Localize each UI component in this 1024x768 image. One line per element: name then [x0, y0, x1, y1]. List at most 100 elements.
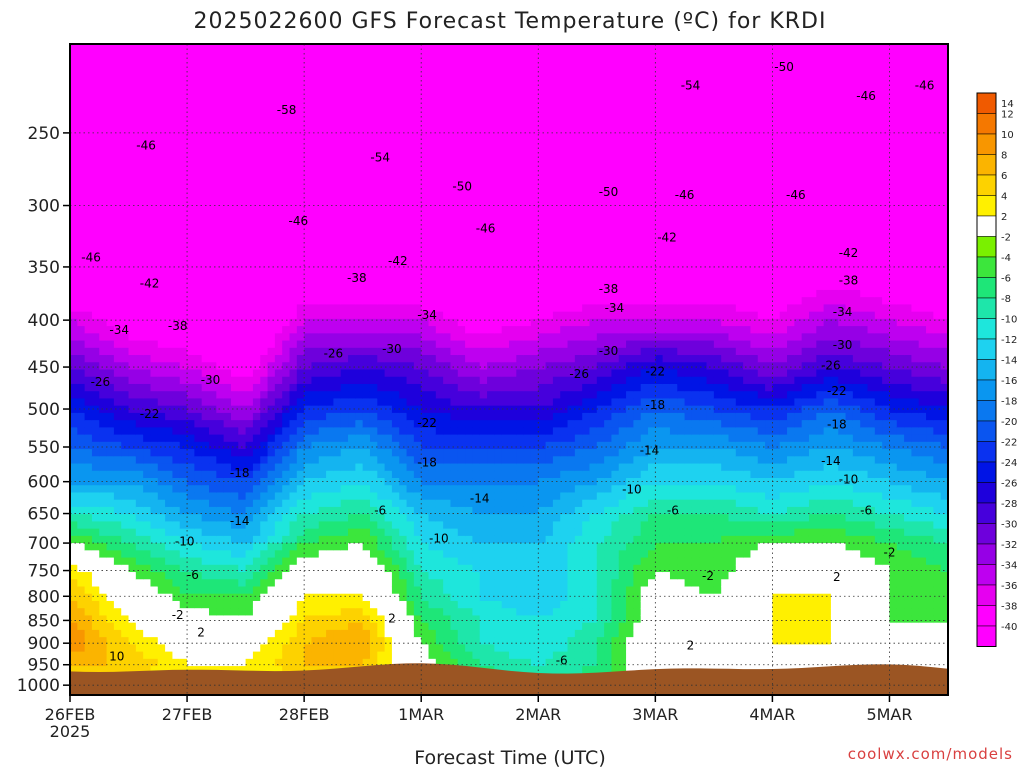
heatmap-cell — [428, 579, 437, 588]
heatmap-cell — [179, 629, 188, 638]
heatmap-cell — [421, 586, 430, 595]
heatmap-cell — [143, 210, 152, 219]
heatmap-cell — [348, 268, 356, 277]
heatmap-cell — [106, 586, 115, 595]
heatmap-cell — [245, 557, 254, 566]
heatmap-cell — [384, 145, 393, 154]
heatmap-cell — [391, 51, 400, 60]
heatmap-cell — [157, 355, 166, 363]
heatmap-cell — [450, 210, 459, 219]
heatmap-cell — [333, 600, 342, 609]
heatmap-cell — [472, 297, 481, 305]
heatmap-cell — [282, 644, 291, 653]
heatmap-cell — [274, 326, 283, 334]
heatmap-cell — [194, 224, 203, 233]
heatmap-cell — [77, 311, 86, 320]
heatmap-cell — [457, 217, 466, 226]
heatmap-cell — [472, 145, 481, 154]
heatmap-cell — [340, 188, 349, 197]
heatmap-cell — [209, 564, 217, 573]
heatmap-cell — [348, 478, 356, 486]
heatmap-cell — [333, 253, 342, 262]
heatmap-cell — [450, 304, 459, 313]
heatmap-cell — [289, 441, 298, 450]
heatmap-cell — [457, 101, 466, 110]
heatmap-cell — [457, 326, 466, 334]
heatmap-cell — [70, 629, 78, 638]
heatmap-cell — [135, 651, 144, 660]
heatmap-cell — [157, 478, 166, 486]
heatmap-cell — [443, 297, 452, 305]
heatmap-cell — [377, 637, 386, 645]
heatmap-cell — [355, 528, 364, 537]
heatmap-cell — [216, 572, 225, 580]
heatmap-cell — [157, 629, 166, 638]
heatmap-cell — [209, 210, 217, 219]
heatmap-cell — [84, 405, 93, 414]
heatmap-cell — [304, 152, 313, 161]
heatmap-cell — [99, 666, 108, 674]
heatmap-cell — [91, 123, 100, 132]
heatmap-cell — [333, 311, 342, 320]
heatmap-cell — [252, 608, 261, 617]
heatmap-cell — [143, 572, 152, 580]
heatmap-cell — [318, 289, 327, 298]
heatmap-cell — [252, 261, 261, 269]
heatmap-cell — [230, 478, 239, 486]
heatmap-cell — [165, 58, 174, 67]
heatmap-cell — [121, 58, 130, 67]
heatmap-cell — [70, 268, 78, 277]
heatmap-cell — [99, 138, 108, 146]
heatmap-cell — [318, 224, 327, 233]
heatmap-cell — [113, 217, 122, 226]
heatmap-cell — [326, 492, 334, 501]
heatmap-cell — [304, 427, 313, 436]
heatmap-cell — [245, 405, 254, 414]
heatmap-cell — [260, 65, 269, 74]
heatmap-cell — [143, 615, 152, 624]
heatmap-cell — [318, 130, 327, 139]
heatmap-cell — [304, 355, 313, 363]
heatmap-cell — [348, 116, 356, 125]
heatmap-cell — [216, 181, 225, 190]
heatmap-cell — [150, 608, 159, 617]
heatmap-cell — [362, 246, 371, 255]
heatmap-cell — [355, 441, 364, 450]
heatmap-cell — [77, 44, 86, 52]
heatmap-cell — [348, 65, 356, 74]
heatmap-cell — [106, 666, 115, 674]
heatmap-cell — [84, 644, 93, 653]
heatmap-cell — [377, 543, 386, 551]
heatmap-cell — [99, 535, 108, 544]
heatmap-cell — [413, 239, 422, 248]
heatmap-cell — [91, 203, 100, 211]
heatmap-cell — [384, 94, 393, 103]
heatmap-cell — [333, 470, 342, 479]
heatmap-cell — [216, 405, 225, 414]
heatmap-cell — [304, 232, 313, 240]
heatmap-cell — [443, 586, 452, 595]
heatmap-cell — [457, 318, 466, 327]
heatmap-cell — [128, 246, 137, 255]
heatmap-cell — [428, 65, 437, 74]
heatmap-cell — [355, 658, 364, 667]
heatmap-cell — [84, 304, 93, 313]
heatmap-cell — [194, 253, 203, 262]
heatmap-cell — [143, 362, 152, 371]
heatmap-cell — [128, 369, 137, 378]
heatmap-cell — [318, 499, 327, 508]
heatmap-cell — [304, 658, 313, 667]
heatmap-cell — [91, 608, 100, 617]
heatmap-cell — [187, 564, 195, 573]
heatmap-cell — [399, 622, 408, 631]
heatmap-cell — [187, 644, 195, 653]
heatmap-cell — [465, 434, 474, 443]
heatmap-cell — [413, 528, 422, 537]
heatmap-cell — [274, 224, 283, 233]
heatmap-cell — [99, 550, 108, 559]
heatmap-cell — [260, 666, 269, 674]
heatmap-cell — [179, 376, 188, 385]
heatmap-cell — [369, 174, 378, 183]
heatmap-cell — [179, 608, 188, 617]
heatmap-cell — [128, 217, 137, 226]
